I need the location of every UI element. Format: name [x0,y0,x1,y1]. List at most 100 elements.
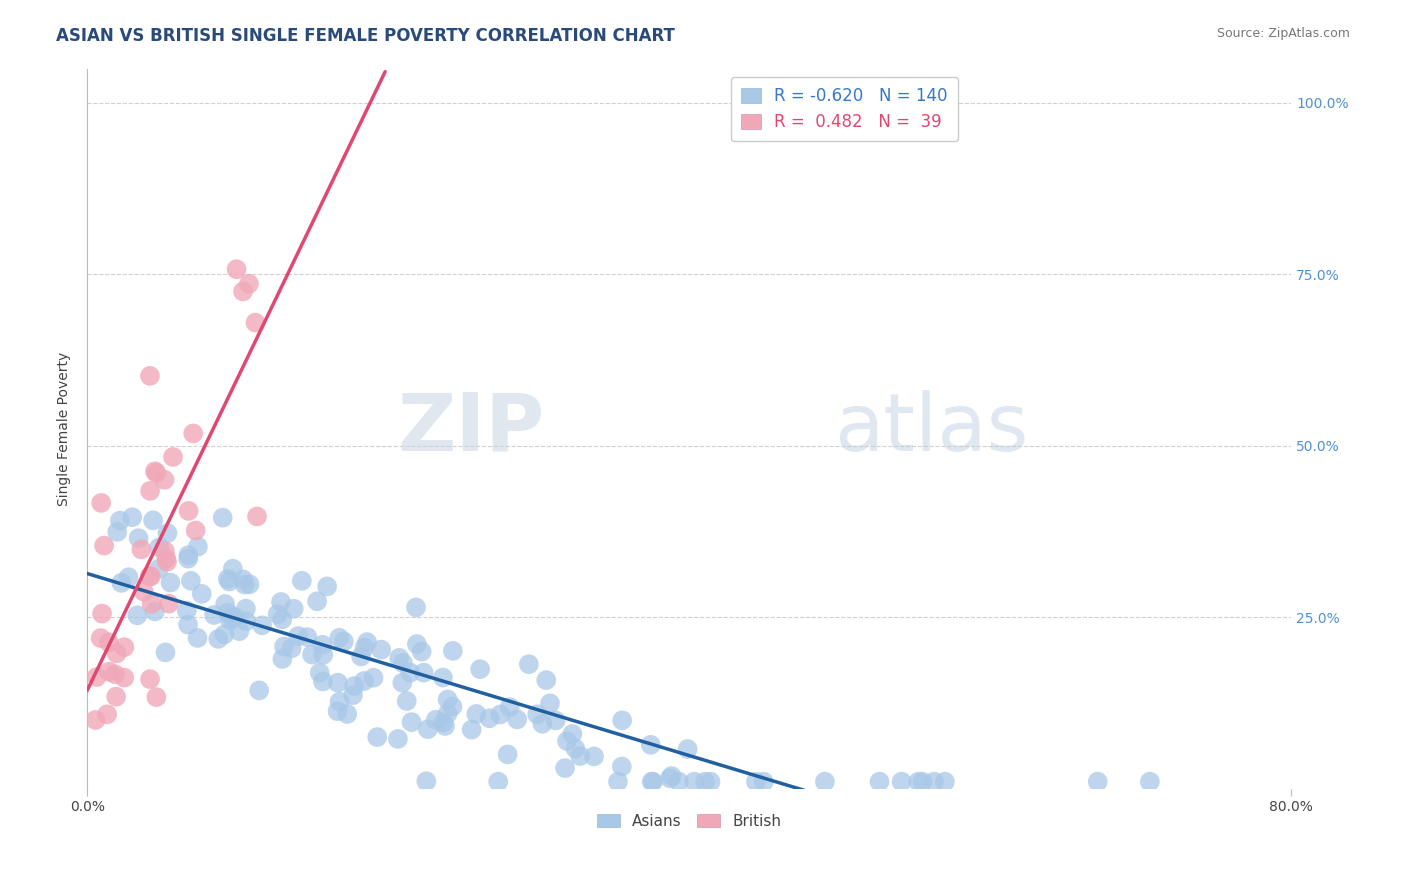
Point [246,509,269,524]
Point [564,741,586,756]
Point [235,601,257,615]
Point [934,774,956,789]
Point [225,262,247,277]
Point [311,638,333,652]
Point [233,577,256,591]
Point [370,642,392,657]
Point [218,574,240,589]
Point [326,675,349,690]
Point [177,551,200,566]
Point [148,541,170,555]
Point [814,774,837,789]
Point [214,597,236,611]
Point [465,706,488,721]
Point [187,540,209,554]
Point [214,627,236,641]
Point [232,285,254,299]
Point [105,524,128,539]
Point [610,759,633,773]
Point [181,426,204,441]
Point [156,526,179,541]
Point [307,594,329,608]
Point [139,672,162,686]
Point [468,662,491,676]
Point [569,749,592,764]
Point [247,683,270,698]
Point [607,774,630,789]
Point [228,624,250,639]
Point [436,706,458,721]
Point [117,570,139,584]
Point [538,696,561,710]
Point [668,774,690,789]
Point [145,466,167,480]
Point [405,600,427,615]
Point [98,665,121,679]
Point [131,542,153,557]
Point [699,774,721,789]
Point [583,749,606,764]
Point [326,704,349,718]
Point [153,544,176,558]
Point [271,652,294,666]
Point [399,665,422,680]
Point [869,774,891,789]
Point [401,715,423,730]
Point [433,719,456,733]
Point [486,774,509,789]
Point [693,774,716,789]
Point [271,612,294,626]
Point [110,575,132,590]
Point [90,631,112,645]
Point [425,713,447,727]
Point [676,742,699,756]
Point [184,524,207,538]
Point [353,640,375,655]
Point [162,450,184,464]
Point [105,690,128,704]
Point [432,671,454,685]
Point [157,597,180,611]
Point [105,647,128,661]
Point [392,656,415,670]
Point [406,637,429,651]
Point [1139,774,1161,789]
Point [266,607,288,621]
Point [91,607,114,621]
Point [250,618,273,632]
Point [333,634,356,648]
Point [291,574,314,588]
Point [336,706,359,721]
Point [155,645,177,659]
Point [328,631,350,645]
Point [139,569,162,583]
Point [153,473,176,487]
Point [301,648,323,662]
Point [245,316,267,330]
Point [145,690,167,704]
Point [90,496,112,510]
Point [143,604,166,618]
Point [432,715,454,730]
Point [297,630,319,644]
Point [752,774,775,789]
Point [142,513,165,527]
Point [128,531,150,545]
Point [478,711,501,725]
Point [159,575,181,590]
Point [640,738,662,752]
Point [517,657,540,672]
Point [353,673,375,688]
Point [207,632,229,646]
Point [93,539,115,553]
Point [436,692,458,706]
Point [219,613,242,627]
Point [907,774,929,789]
Point [499,700,522,714]
Point [139,368,162,383]
Point [496,747,519,762]
Point [415,774,437,789]
Point [312,674,335,689]
Y-axis label: Single Female Poverty: Single Female Poverty [58,351,72,506]
Point [127,608,149,623]
